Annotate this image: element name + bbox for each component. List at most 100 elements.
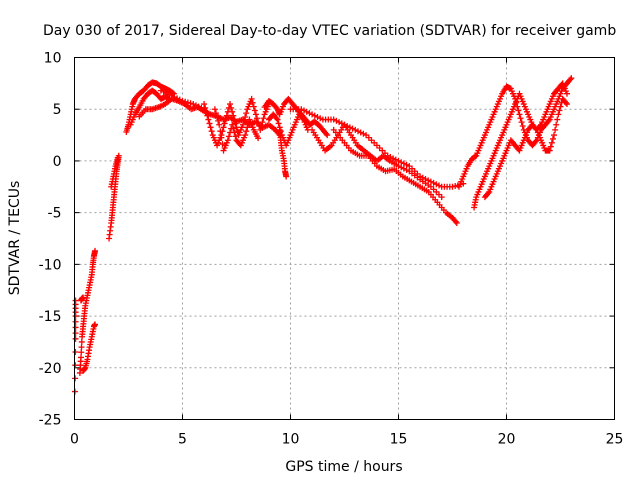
data-point-marker [400, 165, 407, 172]
data-point-marker [449, 183, 456, 190]
data-point-marker [232, 120, 239, 127]
data-point-marker [333, 117, 340, 124]
data-point-marker [453, 219, 460, 226]
data-point-marker [207, 124, 214, 131]
series-arc-10 [157, 87, 212, 118]
data-point-marker [72, 335, 79, 342]
data-point-marker [398, 164, 405, 171]
data-point-marker [546, 147, 553, 154]
data-point-marker [323, 130, 330, 137]
data-point-marker [515, 107, 522, 114]
data-marks [71, 75, 575, 395]
series-arc-1 [71, 297, 79, 395]
data-point-marker [231, 116, 238, 123]
x-tick-label: 10 [282, 432, 300, 448]
data-point-marker [215, 117, 222, 124]
data-point-marker [283, 173, 290, 180]
plot-frame [74, 57, 615, 420]
data-point-marker [251, 107, 258, 114]
data-point-marker [472, 153, 479, 160]
data-point-marker [254, 115, 261, 122]
data-point-marker [72, 349, 79, 356]
data-point-marker [179, 97, 186, 104]
x-axis-label: GPS time / hours [285, 459, 402, 475]
data-point-marker [244, 124, 251, 131]
series-arc-3 [77, 294, 87, 304]
data-point-marker [392, 156, 399, 163]
data-point-marker [174, 95, 181, 102]
data-point-marker [567, 76, 574, 83]
data-point-marker [395, 163, 402, 170]
data-point-marker [80, 294, 87, 301]
data-point-marker [317, 115, 324, 122]
data-point-marker [72, 324, 79, 331]
data-point-marker [452, 183, 459, 190]
data-point-marker [163, 90, 170, 97]
data-point-marker [171, 94, 178, 101]
data-point-marker [229, 108, 236, 115]
data-point-marker [168, 92, 175, 99]
data-point-marker [274, 116, 281, 123]
data-point-marker [536, 123, 543, 130]
data-point-marker [563, 90, 570, 97]
data-point-marker [195, 103, 202, 110]
data-point-marker [390, 155, 397, 162]
data-point-marker [204, 112, 211, 119]
data-point-marker [398, 159, 405, 166]
data-point-marker [229, 121, 236, 128]
data-point-marker [228, 104, 235, 111]
series-arc-4 [80, 321, 99, 374]
data-point-marker [275, 120, 282, 127]
data-point-marker [160, 88, 167, 95]
data-point-marker [187, 100, 194, 107]
data-point-marker [436, 182, 442, 189]
data-point-marker [400, 160, 407, 167]
series-arc-11 [201, 95, 272, 149]
data-point-marker [208, 128, 215, 135]
data-point-marker [547, 143, 554, 150]
data-point-marker [221, 120, 228, 127]
data-point-marker [299, 115, 306, 122]
series-arc-12 [211, 106, 262, 154]
data-point-marker [519, 123, 526, 130]
data-point-marker [219, 141, 226, 148]
data-point-marker [92, 247, 99, 254]
data-point-marker [555, 111, 562, 118]
y-tick-label: -5 [48, 206, 62, 222]
data-point-marker [193, 102, 199, 109]
data-point-marker [250, 103, 257, 110]
axis-ticks: 0 5 10 15 20 25 -25 -20 -15 -10 -5 0 5 10 [39, 51, 624, 448]
y-tick-label: 10 [44, 51, 62, 67]
data-point-marker [249, 99, 256, 106]
data-point-marker [452, 218, 459, 225]
y-axis-label: SDTVAR / TECUs [7, 181, 23, 296]
data-point-marker [242, 113, 249, 120]
chart-title: Day 030 of 2017, Sidereal Day-to-day VTE… [43, 23, 616, 39]
data-point-marker [217, 128, 224, 135]
y-tick-label: 5 [53, 102, 62, 118]
data-point-marker [557, 103, 564, 110]
data-point-marker [241, 117, 248, 124]
data-point-marker [532, 138, 539, 145]
data-point-marker [518, 119, 525, 126]
data-point-marker [303, 108, 310, 115]
data-point-marker [306, 110, 313, 117]
grid [74, 57, 615, 420]
data-point-marker [338, 120, 345, 127]
series-arc-18 [330, 126, 460, 226]
data-point-marker [169, 89, 176, 96]
data-point-marker [403, 166, 410, 173]
data-point-marker [562, 99, 569, 106]
data-point-marker [314, 113, 321, 120]
data-point-marker [224, 137, 231, 144]
data-point-marker [330, 116, 337, 123]
y-tick-label: -25 [39, 413, 62, 429]
data-point-marker [222, 116, 229, 123]
x-tick-label: 20 [498, 432, 516, 448]
y-tick-label: -20 [39, 361, 62, 377]
data-point-marker [190, 101, 197, 108]
data-point-marker [225, 133, 232, 140]
data-point-marker [202, 104, 209, 111]
data-point-marker [218, 134, 225, 141]
